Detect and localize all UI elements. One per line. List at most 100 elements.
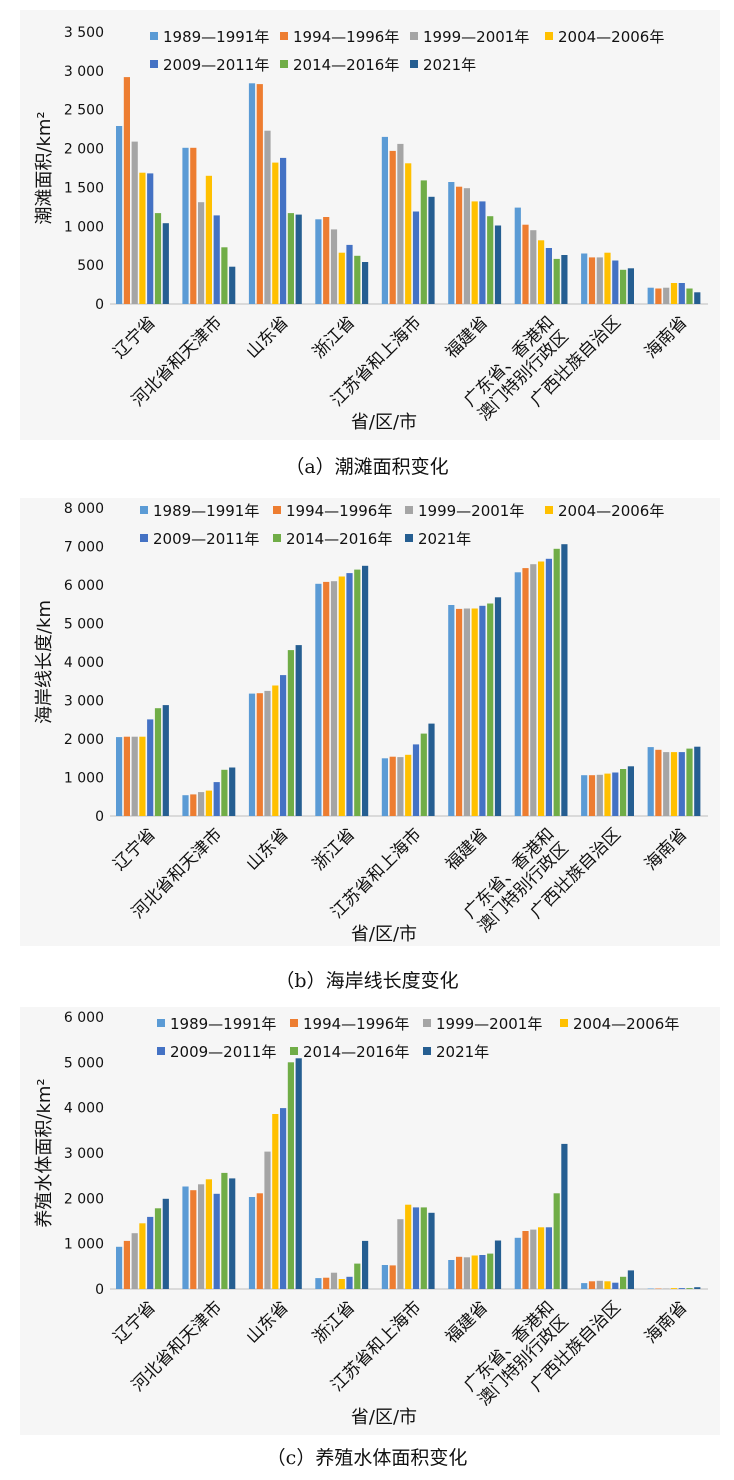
bar [182,147,189,304]
bar [287,650,294,816]
bar [229,767,236,816]
legend-swatch [410,32,418,40]
bar [561,544,568,816]
bar [256,1193,263,1289]
bar [494,597,502,816]
x-category-label: 浙江省 [309,1297,359,1347]
bar [620,769,627,816]
y-tick-label: 3 000 [64,1146,104,1162]
bar [116,126,123,304]
bar [198,1184,205,1289]
x-category-label: 海南省 [641,824,691,874]
bar [362,1240,369,1289]
x-category-label: 海南省 [641,312,691,362]
bar [190,1190,197,1289]
x-category-label: 山东省 [243,824,293,874]
bar [205,1179,212,1289]
bar [487,603,494,816]
bar [420,1207,427,1289]
bar [553,1193,560,1289]
x-category-label: 浙江省 [309,312,359,362]
bar [389,150,396,304]
bar [412,1207,420,1289]
bar [405,163,412,304]
bar [479,605,486,816]
x-category-label-line: 浙江省 [309,312,359,362]
chart-a-caption: （a）潮滩面积变化 [285,456,449,478]
x-category-label-line: 福建省 [442,824,492,874]
bar [315,219,322,304]
bar [139,172,146,304]
bar [381,758,388,817]
x-category-label-line: 山东省 [243,312,293,362]
bar [248,83,256,304]
legend-swatch [290,1047,298,1055]
chart-c-caption: （c）养殖水体面积变化 [266,1447,468,1469]
bar [123,1240,130,1289]
bar [131,736,138,816]
legend-swatch [423,1019,431,1027]
bar [588,775,596,816]
bar [123,77,130,304]
bar [596,774,603,816]
bar [213,215,220,304]
x-category-label-line: 福建省 [442,312,492,362]
y-tick-label: 2 000 [64,142,104,158]
legend-swatch [280,60,288,68]
bar [123,736,130,816]
legend-label: 1994—1996年 [293,28,399,46]
x-category-label: 辽宁省 [110,1297,160,1347]
bar [514,207,521,304]
bar [604,1281,611,1289]
bar [538,240,545,304]
bar [147,1216,154,1289]
legend-label: 2004—2006年 [558,28,664,46]
bar [116,1246,123,1289]
legend-swatch [150,32,158,40]
bar [655,749,662,816]
legend-swatch [273,506,281,514]
bar [487,1253,494,1289]
bar [264,130,271,304]
legend-swatch [290,1019,298,1027]
bar [198,792,205,816]
bar [686,1288,693,1289]
legend-swatch [545,506,553,514]
legend-swatch [280,32,288,40]
bar [694,292,701,304]
bar [131,141,138,304]
bar [514,572,521,816]
bar [412,211,420,304]
y-tick-label: 1 500 [64,180,104,196]
bar [627,1270,634,1289]
bar [397,1219,404,1289]
y-tick-label: 6 000 [64,1010,104,1026]
bar [678,1288,685,1289]
y-tick-label: 6 000 [64,578,104,594]
bar [456,186,463,304]
legend-label: 2021年 [418,530,471,548]
bar [315,1278,322,1289]
bar [280,157,287,304]
bar [588,1281,596,1289]
x-category-label-line: 山东省 [243,1297,293,1347]
bar [663,287,670,304]
bar [248,1197,256,1289]
y-tick-label: 0 [95,1282,104,1298]
bar [428,196,435,304]
bar [612,772,619,816]
bar [448,605,455,816]
x-category-label: 海南省 [641,1297,691,1347]
bar [330,229,338,304]
y-tick-label: 5 000 [64,1055,104,1071]
bar [338,576,345,816]
x-category-label-line: 福建省 [442,1297,492,1347]
bar [397,757,404,816]
bar [389,1265,396,1289]
bar [280,675,287,816]
x-axis-title: 省/区/市 [351,412,417,433]
legend-swatch [410,60,418,68]
x-category-label: 浙江省 [309,824,359,874]
bar [182,1186,189,1289]
bar [397,143,404,304]
